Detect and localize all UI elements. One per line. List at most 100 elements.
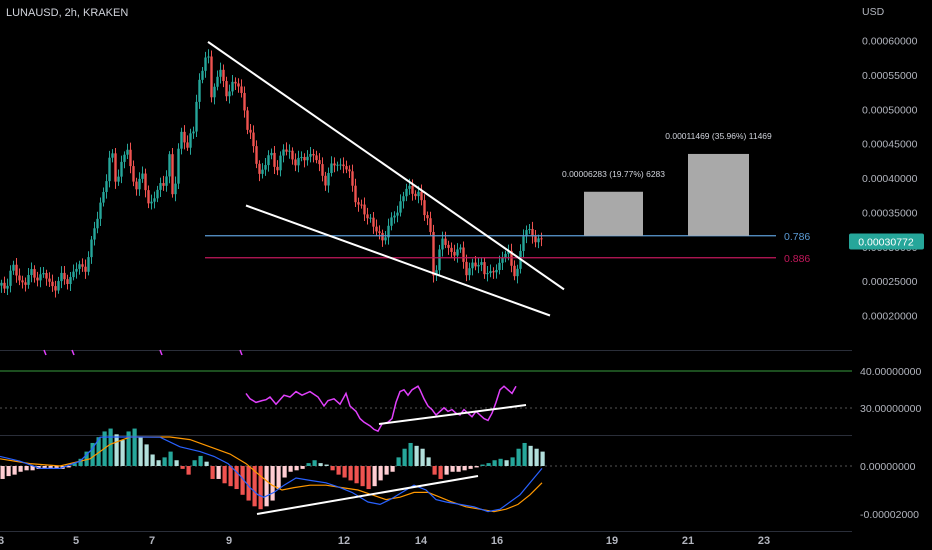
- candle-body: [135, 181, 138, 190]
- candle-body: [285, 149, 288, 152]
- price-axis-tick-label: 0.00025000: [862, 276, 918, 288]
- macd-histogram-bar: [72, 463, 77, 466]
- candle-body: [444, 238, 447, 245]
- candle-body: [423, 200, 426, 216]
- candle-body: [315, 155, 318, 161]
- price-axis[interactable]: 0.00060000 0.00055000 0.00050000 0.00045000…: [862, 36, 918, 323]
- candle-body: [465, 261, 468, 276]
- macd-histogram-bar: [120, 440, 125, 466]
- macd-histogram-bar: [30, 466, 35, 471]
- macd-histogram-bar: [12, 466, 17, 475]
- candle-body: [306, 156, 309, 161]
- candle-body: [21, 280, 24, 283]
- currency-label: USD: [862, 6, 885, 18]
- candle-body: [153, 198, 156, 202]
- candle-body: [417, 191, 420, 197]
- macd-histogram-bar: [84, 451, 89, 466]
- candle-body: [132, 166, 135, 182]
- candle-body: [201, 70, 204, 80]
- fib-level-label: 0.886: [784, 253, 810, 265]
- candle-body: [180, 131, 183, 149]
- macd-histogram-bar: [294, 466, 299, 471]
- candle-body: [39, 274, 42, 281]
- macd-line: [0, 436, 543, 513]
- macd-histogram-bar: [456, 466, 461, 472]
- macd-histogram-bar: [276, 466, 281, 490]
- candle-body: [78, 264, 81, 269]
- candle-body: [195, 101, 198, 132]
- time-axis[interactable]: 5 7 9 12 14 16 19 21 23 3: [0, 535, 770, 547]
- wedge-trend-lines[interactable]: [207, 41, 565, 317]
- macd-histogram-bar: [396, 457, 401, 466]
- price-axis-tick-label: 0.00020000: [862, 311, 918, 323]
- candle-body: [321, 164, 324, 176]
- price-axis-tick-label: 0.00060000: [862, 36, 918, 48]
- candle-body: [381, 232, 384, 241]
- candle-body: [159, 183, 162, 190]
- macd-histogram-bar: [222, 466, 227, 484]
- candle-body: [531, 228, 534, 237]
- candle-body: [267, 155, 270, 166]
- candle-body: [366, 214, 369, 219]
- candle-body: [141, 173, 144, 179]
- macd-histogram-bar: [498, 458, 503, 466]
- candle-body: [117, 176, 120, 182]
- candle-body: [486, 273, 489, 275]
- macd-histogram-bar: [180, 466, 185, 469]
- candle-body: [252, 132, 255, 147]
- candle-body: [357, 202, 360, 205]
- macd-histogram-bar: [516, 448, 521, 466]
- candle-body: [387, 225, 390, 238]
- macd-histogram-bar: [258, 466, 263, 510]
- candle-body: [414, 193, 417, 197]
- candle-body: [312, 153, 315, 156]
- candle-body: [186, 142, 189, 148]
- candle-body: [57, 281, 60, 291]
- candle-body: [24, 282, 27, 285]
- candle-body: [276, 166, 279, 171]
- candle-body: [426, 215, 429, 219]
- target-box-label: 0.00011469 (35.96%) 11469: [665, 131, 772, 141]
- candle-body: [81, 264, 84, 267]
- candle-body: [438, 249, 441, 271]
- macd-histogram-bar: [252, 466, 257, 507]
- candle-body: [234, 81, 237, 84]
- macd-histogram-bar: [114, 434, 119, 466]
- macd-histogram-bar: [390, 466, 395, 472]
- macd-histogram-bar: [66, 466, 71, 468]
- macd-histogram-bar: [54, 466, 59, 469]
- candle-body: [483, 262, 486, 275]
- candle-body: [318, 160, 321, 165]
- rsi-line-fragment: [239, 349, 243, 356]
- candle-body: [501, 257, 504, 263]
- time-axis-tick-label: 23: [758, 535, 770, 547]
- candle-body: [99, 202, 102, 219]
- macd-histogram-bar: [174, 460, 179, 466]
- macd-axis-tick-label: -0.00002000: [860, 509, 919, 521]
- candle-body: [15, 264, 18, 276]
- macd-histogram-bar: [468, 466, 473, 469]
- candle-body: [75, 268, 78, 272]
- macd-histogram-bar: [366, 466, 371, 490]
- macd-histogram-bar: [324, 464, 329, 466]
- price-axis-tick-label: 0.00050000: [862, 104, 918, 116]
- candle-body: [480, 262, 483, 265]
- macd-histogram-bar: [270, 466, 275, 501]
- macd-histogram-bar: [0, 466, 5, 479]
- price-axis-tick-label: 0.00055000: [862, 70, 918, 82]
- candle-body: [489, 271, 492, 274]
- time-axis-tick-label: 9: [226, 535, 232, 547]
- candle-body: [237, 83, 240, 87]
- macd-histogram-bar: [486, 463, 491, 466]
- candle-body: [90, 239, 93, 258]
- candle-body: [435, 270, 438, 276]
- candle-body: [432, 231, 435, 276]
- candle-body: [456, 249, 459, 256]
- macd-histogram-bar: [438, 466, 443, 479]
- candle-body: [399, 201, 402, 213]
- rsi-axis-tick-label: 40.00000000: [860, 366, 921, 378]
- candle-body: [96, 218, 99, 229]
- macd-histogram-bar: [126, 431, 131, 466]
- macd-histogram-bar: [444, 466, 449, 475]
